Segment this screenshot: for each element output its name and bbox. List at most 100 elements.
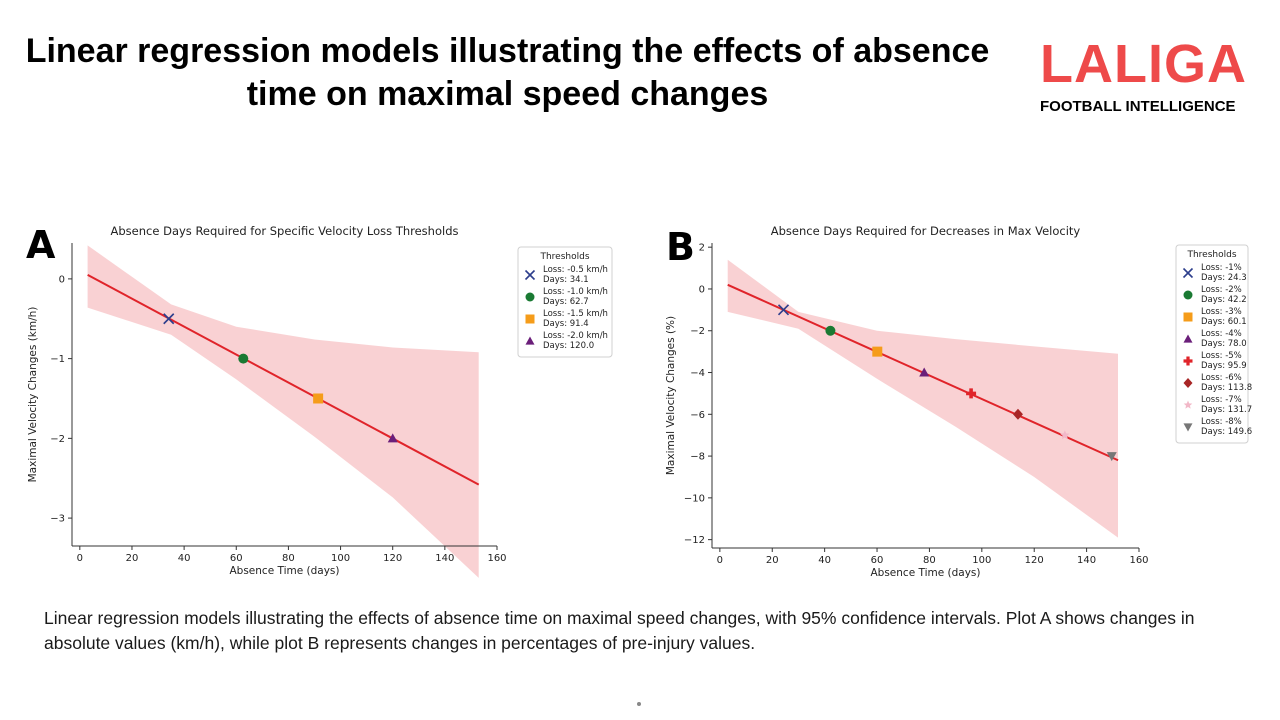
x-tick-label: 120: [1025, 555, 1044, 566]
x-tick-label: 20: [766, 555, 779, 566]
y-tick-label: −4: [690, 368, 705, 379]
legend-label: Loss: -3%: [1201, 307, 1242, 317]
data-point-1-stroke-2: [163, 313, 175, 325]
legend-marker: [525, 336, 535, 345]
panel-letter: B: [666, 225, 695, 269]
confidence-band: [87, 245, 479, 578]
panel-letter: A: [26, 223, 56, 267]
legend-marker: [525, 292, 535, 302]
y-tick-label: −1: [50, 354, 65, 365]
data-point-4: [387, 433, 398, 443]
x-tick-label: 120: [383, 553, 402, 564]
legend-label: Days: 120.0: [543, 341, 594, 351]
data-point-7: [1060, 430, 1070, 440]
legend-label: Loss: -0.5 km/h: [543, 265, 608, 275]
legend-label: Days: 60.1: [1201, 317, 1247, 327]
legend-marker: [1183, 400, 1193, 409]
legend-label: Days: 62.7: [543, 297, 589, 307]
y-tick-label: −8: [690, 452, 705, 463]
y-tick-label: −2: [690, 326, 705, 337]
legend-marker: [1183, 312, 1193, 322]
legend-label: Days: 42.2: [1201, 295, 1247, 305]
legend-marker: [1183, 378, 1193, 388]
confidence-band: [727, 259, 1118, 538]
data-point-3: [872, 346, 883, 357]
legend-label: Days: 78.0: [1201, 339, 1247, 349]
legend-box: [1175, 244, 1249, 444]
legend-label: Loss: -5%: [1201, 351, 1242, 361]
data-point-8: [1106, 452, 1117, 462]
legend-marker: [1183, 356, 1193, 366]
legend-label: Days: 95.9: [1201, 361, 1247, 371]
data-point-1: [777, 304, 790, 316]
y-tick-label: 0: [59, 274, 65, 285]
regression-line: [87, 274, 480, 486]
legend-marker: [524, 269, 536, 281]
logo-subtitle: FOOTBALL INTELLIGENCE: [1040, 98, 1236, 115]
chart-b: B Absence Days Required for Decreases in …: [665, 224, 1252, 579]
x-tick-label: 40: [178, 553, 191, 564]
x-tick-label: 140: [435, 553, 454, 564]
legend-label: Days: 149.6: [1201, 427, 1252, 437]
x-tick-label: 60: [871, 555, 884, 566]
slide-indicator-dot: [637, 702, 641, 706]
chart-a: A Absence Days Required for Specific Velo…: [26, 223, 613, 578]
legend-label: Loss: -2%: [1201, 285, 1242, 295]
data-point-1: [163, 313, 175, 325]
y-axis-label: Maximal Velocity Changes (km/h): [27, 307, 39, 483]
x-axis-label: Absence Time (days): [229, 565, 339, 577]
y-tick-label: 0: [699, 284, 705, 295]
data-point-5: [966, 388, 977, 399]
legend-label: Loss: -1.5 km/h: [543, 309, 608, 319]
y-tick-label: −12: [684, 535, 705, 546]
legend-title: Thresholds: [539, 252, 589, 262]
data-point-4: [919, 367, 930, 377]
legend-label: Loss: -8%: [1201, 417, 1242, 427]
legend-marker: [1183, 334, 1193, 343]
legend-marker-stroke-2: [1182, 267, 1194, 279]
x-tick-label: 140: [1077, 555, 1096, 566]
data-point-2: [825, 325, 836, 336]
x-tick-label: 160: [1129, 555, 1148, 566]
legend-marker: [1182, 267, 1194, 279]
y-tick-label: −10: [684, 493, 705, 504]
x-tick-label: 80: [923, 555, 936, 566]
laliga-logo: LALIGA FOOTBALL INTELLIGENCE: [1040, 36, 1250, 115]
legend-label: Days: 34.1: [543, 275, 589, 285]
data-point-1-stroke-2: [777, 304, 790, 316]
legend-label: Days: 131.7: [1201, 405, 1252, 415]
x-tick-label: 100: [331, 553, 350, 564]
chart-title: Absence Days Required for Specific Veloc…: [111, 224, 459, 238]
x-tick-label: 0: [717, 555, 723, 566]
y-tick-label: −2: [50, 434, 65, 445]
x-tick-label: 80: [282, 553, 295, 564]
legend-label: Loss: -6%: [1201, 373, 1242, 383]
logo-wordmark: LALIGA: [1040, 34, 1247, 94]
y-axis-label: Maximal Velocity Changes (%): [665, 316, 677, 475]
legend-title: Thresholds: [1186, 250, 1236, 260]
figure-caption: Linear regression models illustrating th…: [44, 608, 1195, 653]
x-axis-label: Absence Time (days): [870, 567, 980, 579]
x-tick-label: 160: [487, 553, 506, 564]
legend-marker-stroke-2: [524, 269, 536, 281]
legend-label: Loss: -1%: [1201, 263, 1242, 273]
y-tick-label: −6: [690, 410, 705, 421]
y-tick-label: −3: [50, 514, 65, 525]
legend-marker: [1183, 290, 1193, 300]
legend-label: Days: 24.3: [1201, 273, 1247, 283]
x-tick-label: 100: [972, 555, 991, 566]
legend-label: Loss: -1.0 km/h: [543, 287, 608, 297]
x-tick-label: 60: [230, 553, 243, 564]
legend-label: Days: 91.4: [543, 319, 589, 329]
legend-label: Loss: -2.0 km/h: [543, 331, 608, 341]
legend-marker: [525, 314, 535, 324]
legend-label: Loss: -4%: [1201, 329, 1242, 339]
legend-box: [517, 246, 613, 358]
chart-title: Absence Days Required for Decreases in M…: [771, 224, 1081, 238]
legend-label: Loss: -7%: [1201, 395, 1242, 405]
slide-title: Linear regression models illustrating th…: [25, 32, 990, 113]
x-tick-label: 20: [126, 553, 139, 564]
data-point-6: [1012, 408, 1023, 420]
